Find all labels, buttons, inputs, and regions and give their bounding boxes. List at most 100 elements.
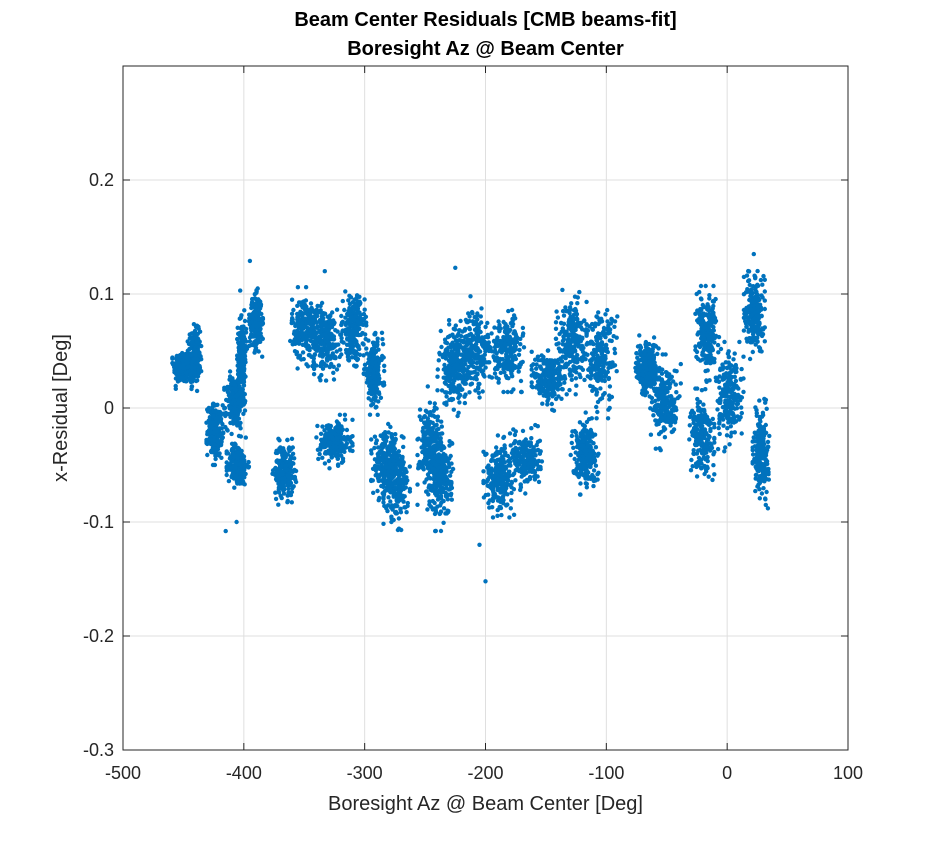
data-point — [240, 394, 244, 398]
data-point — [236, 446, 240, 450]
data-point — [388, 499, 392, 503]
data-point — [508, 431, 512, 435]
data-point — [304, 285, 308, 289]
data-point — [534, 367, 538, 371]
data-point — [467, 390, 471, 394]
data-point — [449, 397, 453, 401]
data-point — [310, 319, 314, 323]
data-point — [386, 465, 390, 469]
data-point — [306, 364, 310, 368]
data-point — [319, 323, 323, 327]
data-point — [313, 353, 317, 357]
data-point — [514, 347, 518, 351]
data-point — [238, 344, 242, 348]
data-point — [244, 330, 248, 334]
data-point — [471, 353, 475, 357]
data-point — [317, 452, 321, 456]
data-point — [509, 353, 513, 357]
data-point — [447, 322, 451, 326]
data-point — [310, 364, 314, 368]
data-point — [431, 460, 435, 464]
data-point — [195, 339, 199, 343]
data-point — [538, 439, 542, 443]
data-point — [292, 456, 296, 460]
data-point — [236, 326, 240, 330]
data-point — [444, 353, 448, 357]
data-point — [237, 434, 241, 438]
data-point — [305, 321, 309, 325]
data-point — [522, 345, 526, 349]
data-point — [433, 529, 437, 533]
data-point — [297, 313, 301, 317]
data-point — [346, 298, 350, 302]
data-point — [499, 513, 503, 517]
data-point — [460, 339, 464, 343]
data-point — [439, 345, 443, 349]
data-point — [369, 385, 373, 389]
data-point — [350, 346, 354, 350]
data-point — [439, 329, 443, 333]
data-point — [504, 466, 508, 470]
data-point — [514, 429, 518, 433]
data-point — [494, 445, 498, 449]
data-point — [499, 341, 503, 345]
data-point — [301, 325, 305, 329]
data-point — [483, 353, 487, 357]
data-point — [512, 513, 516, 517]
data-point — [242, 402, 246, 406]
data-point — [323, 438, 327, 442]
data-point — [483, 340, 487, 344]
data-point — [325, 347, 329, 351]
data-point — [464, 377, 468, 381]
data-point — [337, 423, 341, 427]
data-point — [381, 522, 385, 526]
data-point — [279, 472, 283, 476]
data-point — [482, 374, 486, 378]
data-point — [479, 356, 483, 360]
data-point — [330, 455, 334, 459]
data-point — [290, 312, 294, 316]
data-point — [348, 342, 352, 346]
data-point — [381, 459, 385, 463]
data-point — [357, 295, 361, 299]
data-point — [351, 329, 355, 333]
data-point — [312, 372, 316, 376]
data-point — [450, 486, 454, 490]
data-point — [515, 463, 519, 467]
data-point — [255, 340, 259, 344]
data-point — [223, 414, 227, 418]
data-point — [537, 480, 541, 484]
data-point — [400, 480, 404, 484]
data-point — [375, 460, 379, 464]
data-point — [276, 437, 280, 441]
data-point — [444, 403, 448, 407]
data-point — [402, 485, 406, 489]
data-point — [487, 360, 491, 364]
data-point — [474, 376, 478, 380]
data-point — [299, 357, 303, 361]
data-point — [450, 333, 454, 337]
data-point — [415, 482, 419, 486]
data-point — [192, 322, 196, 326]
data-point — [451, 467, 455, 471]
data-point — [509, 498, 513, 502]
data-point — [436, 367, 440, 371]
data-point — [397, 461, 401, 465]
data-point — [536, 424, 540, 428]
data-point — [421, 465, 425, 469]
data-point — [374, 405, 378, 409]
data-point — [230, 391, 234, 395]
data-point — [501, 390, 505, 394]
data-point — [498, 505, 502, 509]
data-point — [490, 505, 494, 509]
data-point — [445, 511, 449, 515]
data-point — [500, 485, 504, 489]
data-point — [517, 353, 521, 357]
data-point — [530, 364, 534, 368]
data-point — [285, 438, 289, 442]
data-point — [425, 507, 429, 511]
data-point — [256, 286, 260, 290]
data-point — [375, 438, 379, 442]
data-point — [188, 373, 192, 377]
data-point — [232, 486, 236, 490]
